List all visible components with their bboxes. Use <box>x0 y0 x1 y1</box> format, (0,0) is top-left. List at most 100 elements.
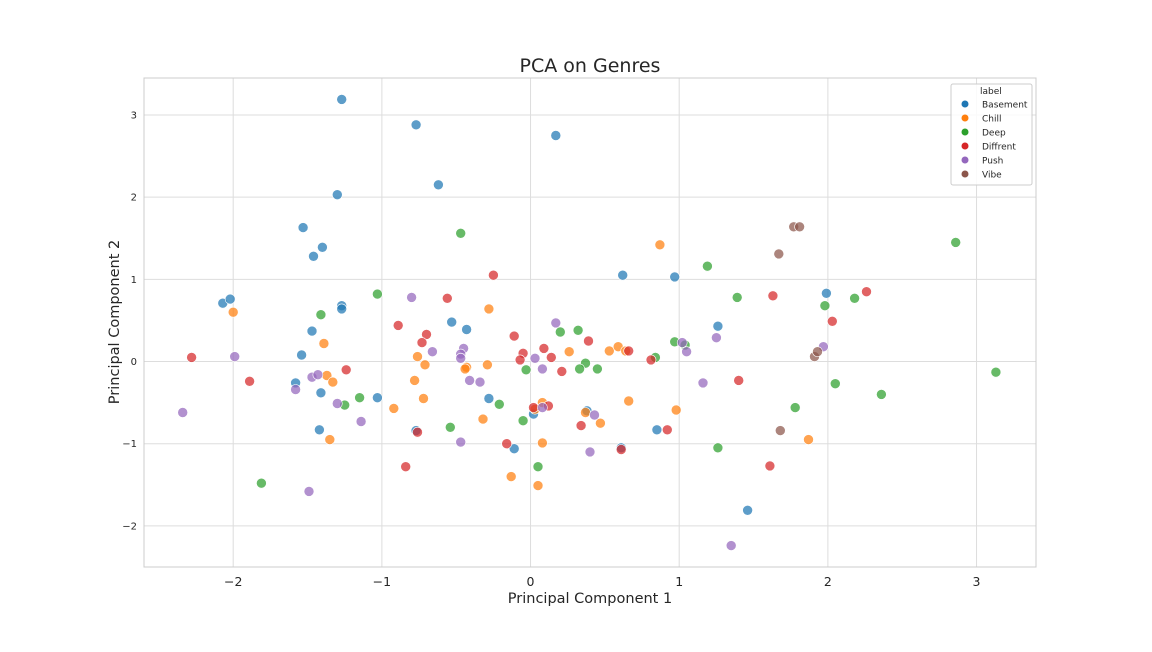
point-push <box>406 292 417 303</box>
point-basement <box>317 242 328 253</box>
y-tick-label: 3 <box>131 110 137 121</box>
point-diffrent <box>441 292 453 304</box>
point-chill <box>532 480 544 491</box>
point-chill <box>482 359 493 371</box>
point-basement <box>336 94 348 105</box>
point-chill <box>227 306 239 318</box>
point-basement <box>308 250 319 262</box>
point-deep <box>354 392 365 404</box>
point-deep <box>532 461 544 473</box>
point-diffrent <box>508 330 520 342</box>
legend-marker-push <box>961 156 969 164</box>
x-tick-label: 0 <box>527 574 535 589</box>
point-chill <box>670 404 682 416</box>
point-chill <box>563 346 575 358</box>
point-push <box>681 346 692 358</box>
point-basement <box>742 504 753 516</box>
point-deep <box>950 237 962 248</box>
point-deep <box>702 260 713 272</box>
point-basement <box>372 392 383 404</box>
point-push <box>697 377 709 389</box>
point-chill <box>388 403 400 414</box>
point-push <box>676 337 688 348</box>
legend: label Basement Chill Deep Diffrent Push Vibe <box>950 83 1033 186</box>
point-chill <box>459 363 471 375</box>
x-tick-label: 1 <box>675 574 683 589</box>
point-deep <box>517 415 529 427</box>
legend-marker-deep <box>961 128 969 136</box>
point-diffrent <box>767 290 779 302</box>
point-push <box>711 332 722 344</box>
point-basement <box>550 130 562 141</box>
point-deep <box>574 363 585 375</box>
point-chill <box>505 471 517 482</box>
point-basement <box>712 320 724 332</box>
point-chill <box>483 303 495 315</box>
point-vibe <box>794 221 805 233</box>
x-tick-label: 3 <box>973 574 981 589</box>
point-deep <box>731 292 743 303</box>
chart-title: PCA on Genres <box>520 55 661 77</box>
point-basement <box>651 424 663 436</box>
point-push <box>725 540 737 551</box>
point-vibe <box>812 346 823 358</box>
point-basement <box>669 271 681 283</box>
point-push <box>312 369 324 381</box>
point-basement <box>617 269 629 281</box>
point-chill <box>803 434 814 445</box>
point-deep <box>256 477 267 489</box>
x-axis-label: Principal Component 1 <box>508 591 672 607</box>
point-chill <box>537 437 548 449</box>
legend-title: label <box>980 87 1002 97</box>
point-diffrent <box>400 461 412 473</box>
point-diffrent <box>645 354 657 366</box>
point-push <box>584 446 596 458</box>
y-tick-label: −2 <box>122 521 137 532</box>
point-diffrent <box>545 352 557 363</box>
point-diffrent <box>416 337 428 348</box>
point-diffrent <box>528 402 539 413</box>
point-push <box>589 409 600 421</box>
point-chill <box>324 434 336 445</box>
point-deep <box>849 292 860 304</box>
point-chill <box>595 417 606 429</box>
legend-marker-basement <box>961 100 969 108</box>
legend-box <box>950 83 1033 186</box>
point-deep <box>876 389 887 400</box>
point-diffrent <box>826 315 838 327</box>
point-deep <box>444 421 456 433</box>
point-deep <box>554 326 566 338</box>
point-diffrent <box>538 343 550 354</box>
point-diffrent <box>661 424 673 436</box>
point-diffrent <box>501 438 513 450</box>
point-chill <box>327 376 339 388</box>
point-push <box>529 352 541 364</box>
point-chill <box>623 395 635 407</box>
point-basement <box>336 303 348 315</box>
point-diffrent <box>514 354 526 366</box>
point-basement <box>483 393 495 404</box>
point-chill <box>654 239 666 251</box>
plot-frame <box>143 77 1037 568</box>
x-tick-label: 2 <box>824 574 832 589</box>
legend-label-vibe: Vibe <box>982 171 1002 181</box>
point-basement <box>224 293 236 305</box>
point-push <box>464 375 475 386</box>
point-basement <box>508 443 520 455</box>
point-push <box>427 346 438 358</box>
point-deep <box>712 442 724 454</box>
point-basement <box>315 387 327 399</box>
point-diffrent <box>623 345 635 357</box>
data-points <box>177 94 1002 551</box>
legend-label-basement: Basement <box>982 101 1028 111</box>
legend-marker-chill <box>961 114 969 122</box>
point-diffrent <box>861 286 872 298</box>
point-chill <box>419 359 431 371</box>
point-deep <box>572 324 584 336</box>
point-diffrent <box>186 352 197 363</box>
point-push <box>303 486 315 497</box>
point-basement <box>306 325 318 337</box>
point-basement <box>297 222 309 233</box>
point-vibe <box>773 248 785 260</box>
